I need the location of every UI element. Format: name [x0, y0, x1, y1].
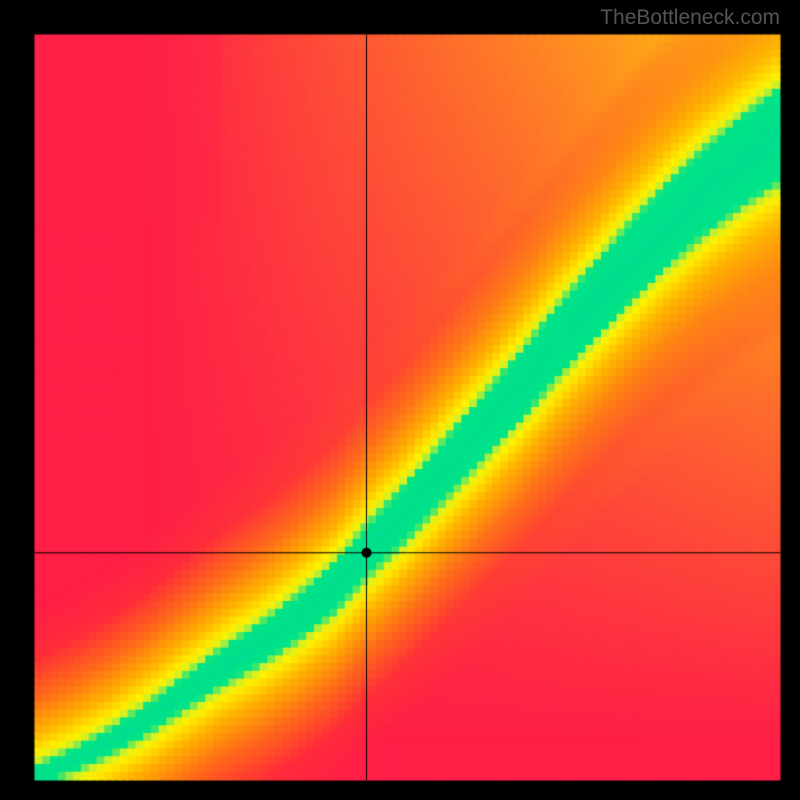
- watermark-text: TheBottleneck.com: [600, 6, 780, 30]
- heatmap-canvas: [0, 0, 800, 800]
